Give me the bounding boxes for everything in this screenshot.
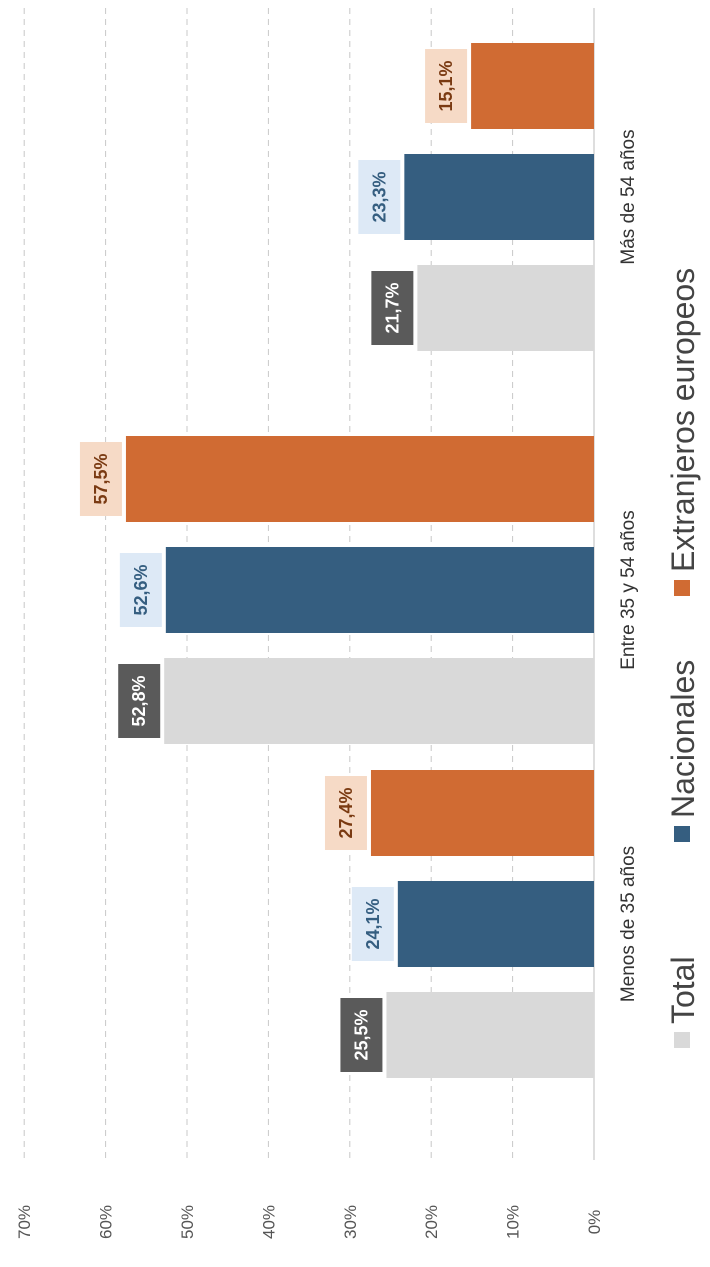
bar	[165, 547, 594, 633]
data-label-box	[79, 442, 122, 516]
bar	[471, 43, 594, 129]
legend-swatch	[674, 826, 690, 842]
data-label: 15,1%	[436, 60, 456, 111]
bar	[404, 154, 594, 240]
data-label: 52,8%	[129, 675, 149, 726]
y-tick-label: 60%	[97, 1205, 116, 1239]
legend-label: Total	[665, 956, 701, 1024]
y-axis-ticks: 0% 10% 20% 30% 40% 50% 60% 70%	[15, 1205, 604, 1239]
data-label: 52,6%	[131, 564, 151, 615]
y-tick-label: 40%	[259, 1205, 278, 1239]
data-label: 57,5%	[91, 453, 111, 504]
legend: Total Nacionales Extranjeros europeos	[665, 268, 701, 1048]
legend-swatch	[674, 1032, 690, 1048]
data-label-box	[358, 160, 401, 234]
data-label-box	[324, 776, 367, 850]
data-label-box	[425, 49, 468, 123]
data-label-box	[351, 887, 394, 961]
bars	[125, 43, 594, 1078]
category-label: Más de 54 años	[618, 129, 639, 264]
bar	[386, 992, 594, 1078]
data-label: 25,5%	[351, 1009, 371, 1060]
data-label-box	[371, 271, 414, 345]
y-tick-label: 0%	[585, 1210, 604, 1235]
bar	[397, 881, 594, 967]
bar	[164, 658, 594, 744]
legend-swatch	[674, 580, 690, 596]
y-tick-label: 10%	[504, 1205, 523, 1239]
category-label: Entre 35 y 54 años	[618, 510, 639, 670]
bar	[417, 265, 594, 351]
data-labels: 25,5% 24,1% 27,4% 52,8% 52,6% 57,5% 21,7% 23,3%…	[79, 49, 468, 1072]
data-label: 24,1%	[363, 898, 383, 949]
y-tick-label: 20%	[422, 1205, 441, 1239]
data-label-box	[340, 998, 383, 1072]
legend-label: Nacionales	[665, 660, 701, 818]
bar	[370, 770, 594, 856]
data-label-box	[118, 664, 161, 738]
data-label: 21,7%	[382, 282, 402, 333]
data-label: 27,4%	[336, 787, 356, 838]
y-tick-label: 50%	[178, 1205, 197, 1239]
legend-label: Extranjeros europeos	[665, 268, 701, 572]
data-label: 23,3%	[369, 171, 389, 222]
y-tick-label: 70%	[15, 1205, 34, 1239]
category-labels: Menos de 35 años Entre 35 y 54 años Más de…	[618, 129, 639, 1002]
category-label: Menos de 35 años	[618, 846, 639, 1002]
y-tick-label: 30%	[341, 1205, 360, 1239]
data-label-box	[119, 553, 162, 627]
bar	[125, 436, 594, 522]
